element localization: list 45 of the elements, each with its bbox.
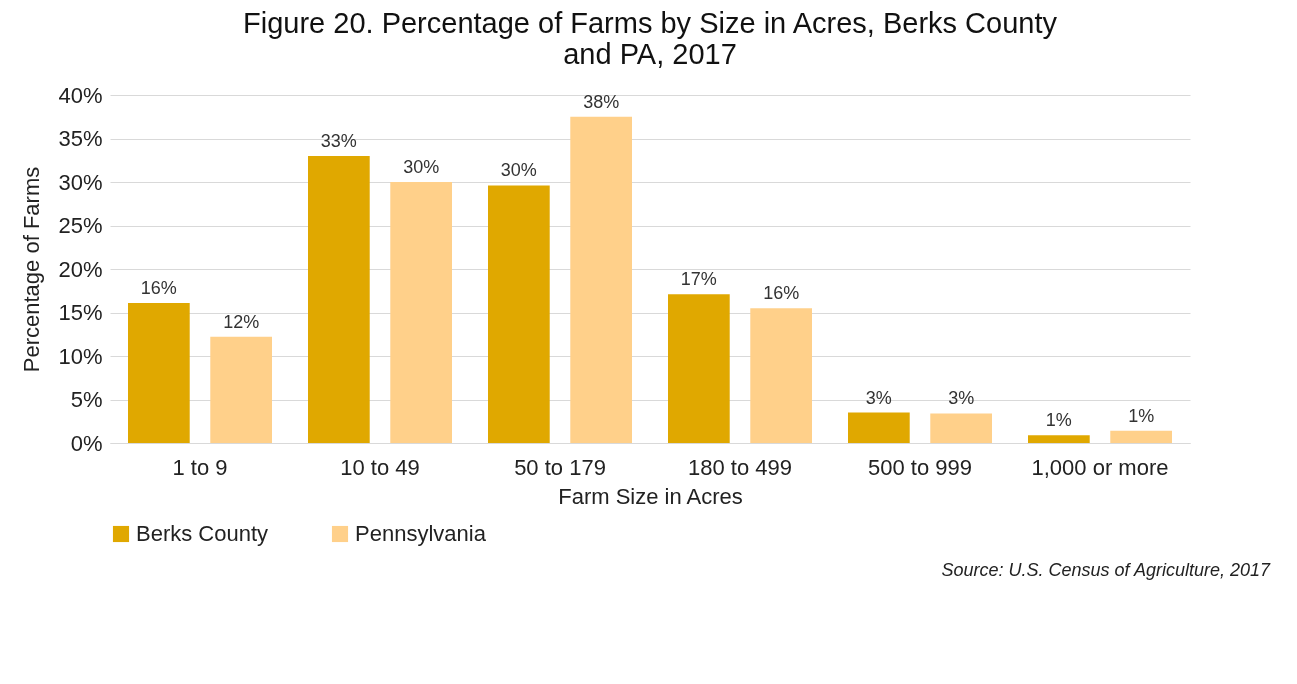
- y-axis-title: Percentage of Farms: [19, 166, 45, 373]
- data-label: 30%: [403, 157, 440, 177]
- data-label: 30%: [500, 160, 537, 181]
- y-tick-label: 5%: [70, 387, 103, 412]
- bar: [570, 116, 632, 443]
- data-label: 12%: [223, 311, 260, 332]
- bar: [390, 182, 452, 443]
- bar: [848, 412, 910, 443]
- chart-title: Figure 20. Percentage of Farms by Size in Acres, Berks County and PA, 2017: [243, 7, 1058, 70]
- bar: [930, 413, 992, 443]
- data-label: 38%: [583, 91, 620, 112]
- y-tick-label: 20%: [58, 256, 103, 282]
- x-tick-label: 10 to 49: [340, 454, 420, 480]
- bar: [210, 336, 272, 443]
- x-tick-label: 1,000 or more: [1031, 454, 1169, 480]
- x-axis-title: Farm Size in Acres: [558, 483, 743, 509]
- x-tick-label: 500 to 999: [868, 454, 972, 480]
- bar: [1110, 430, 1172, 443]
- bar: [1028, 435, 1090, 443]
- data-label: 3%: [865, 387, 892, 408]
- y-tick-label: 15%: [58, 300, 103, 325]
- x-tick-label: 50 to 179: [514, 454, 606, 480]
- y-tick-label: 40%: [58, 82, 103, 108]
- data-label: 16%: [763, 283, 800, 304]
- bar: [750, 308, 812, 443]
- y-tick-label: 25%: [58, 213, 103, 238]
- y-tick-label: 10%: [58, 343, 103, 369]
- data-label: 1%: [1045, 410, 1072, 431]
- x-tick-label: 1 to 9: [172, 454, 228, 480]
- legend-label: Pennsylvania: [355, 521, 487, 546]
- y-tick-label: 0%: [70, 430, 103, 456]
- source-note: Source: U.S. Census of Agriculture, 2017: [940, 560, 1272, 581]
- y-tick-label: 30%: [58, 169, 103, 195]
- data-label: 16%: [140, 277, 177, 298]
- bar: [308, 155, 370, 443]
- bar: [128, 302, 190, 443]
- x-tick-label: 180 to 499: [688, 454, 792, 480]
- data-label: 33%: [320, 130, 357, 151]
- bar: [668, 294, 730, 443]
- data-label: 17%: [680, 269, 717, 290]
- data-label: 3%: [948, 388, 975, 409]
- legend-label: Berks County: [136, 521, 269, 546]
- y-tick-label: 35%: [58, 126, 103, 151]
- bar: [488, 185, 550, 443]
- data-label: 1%: [1128, 405, 1155, 426]
